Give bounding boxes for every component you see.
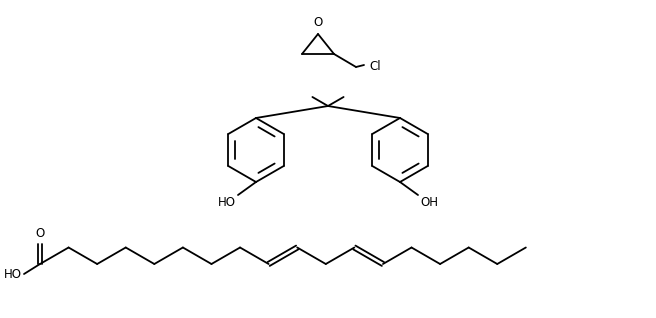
Text: OH: OH	[420, 196, 438, 209]
Text: O: O	[35, 227, 45, 240]
Text: O: O	[314, 16, 323, 29]
Text: Cl: Cl	[369, 59, 380, 73]
Text: HO: HO	[218, 196, 236, 209]
Text: HO: HO	[4, 267, 22, 280]
